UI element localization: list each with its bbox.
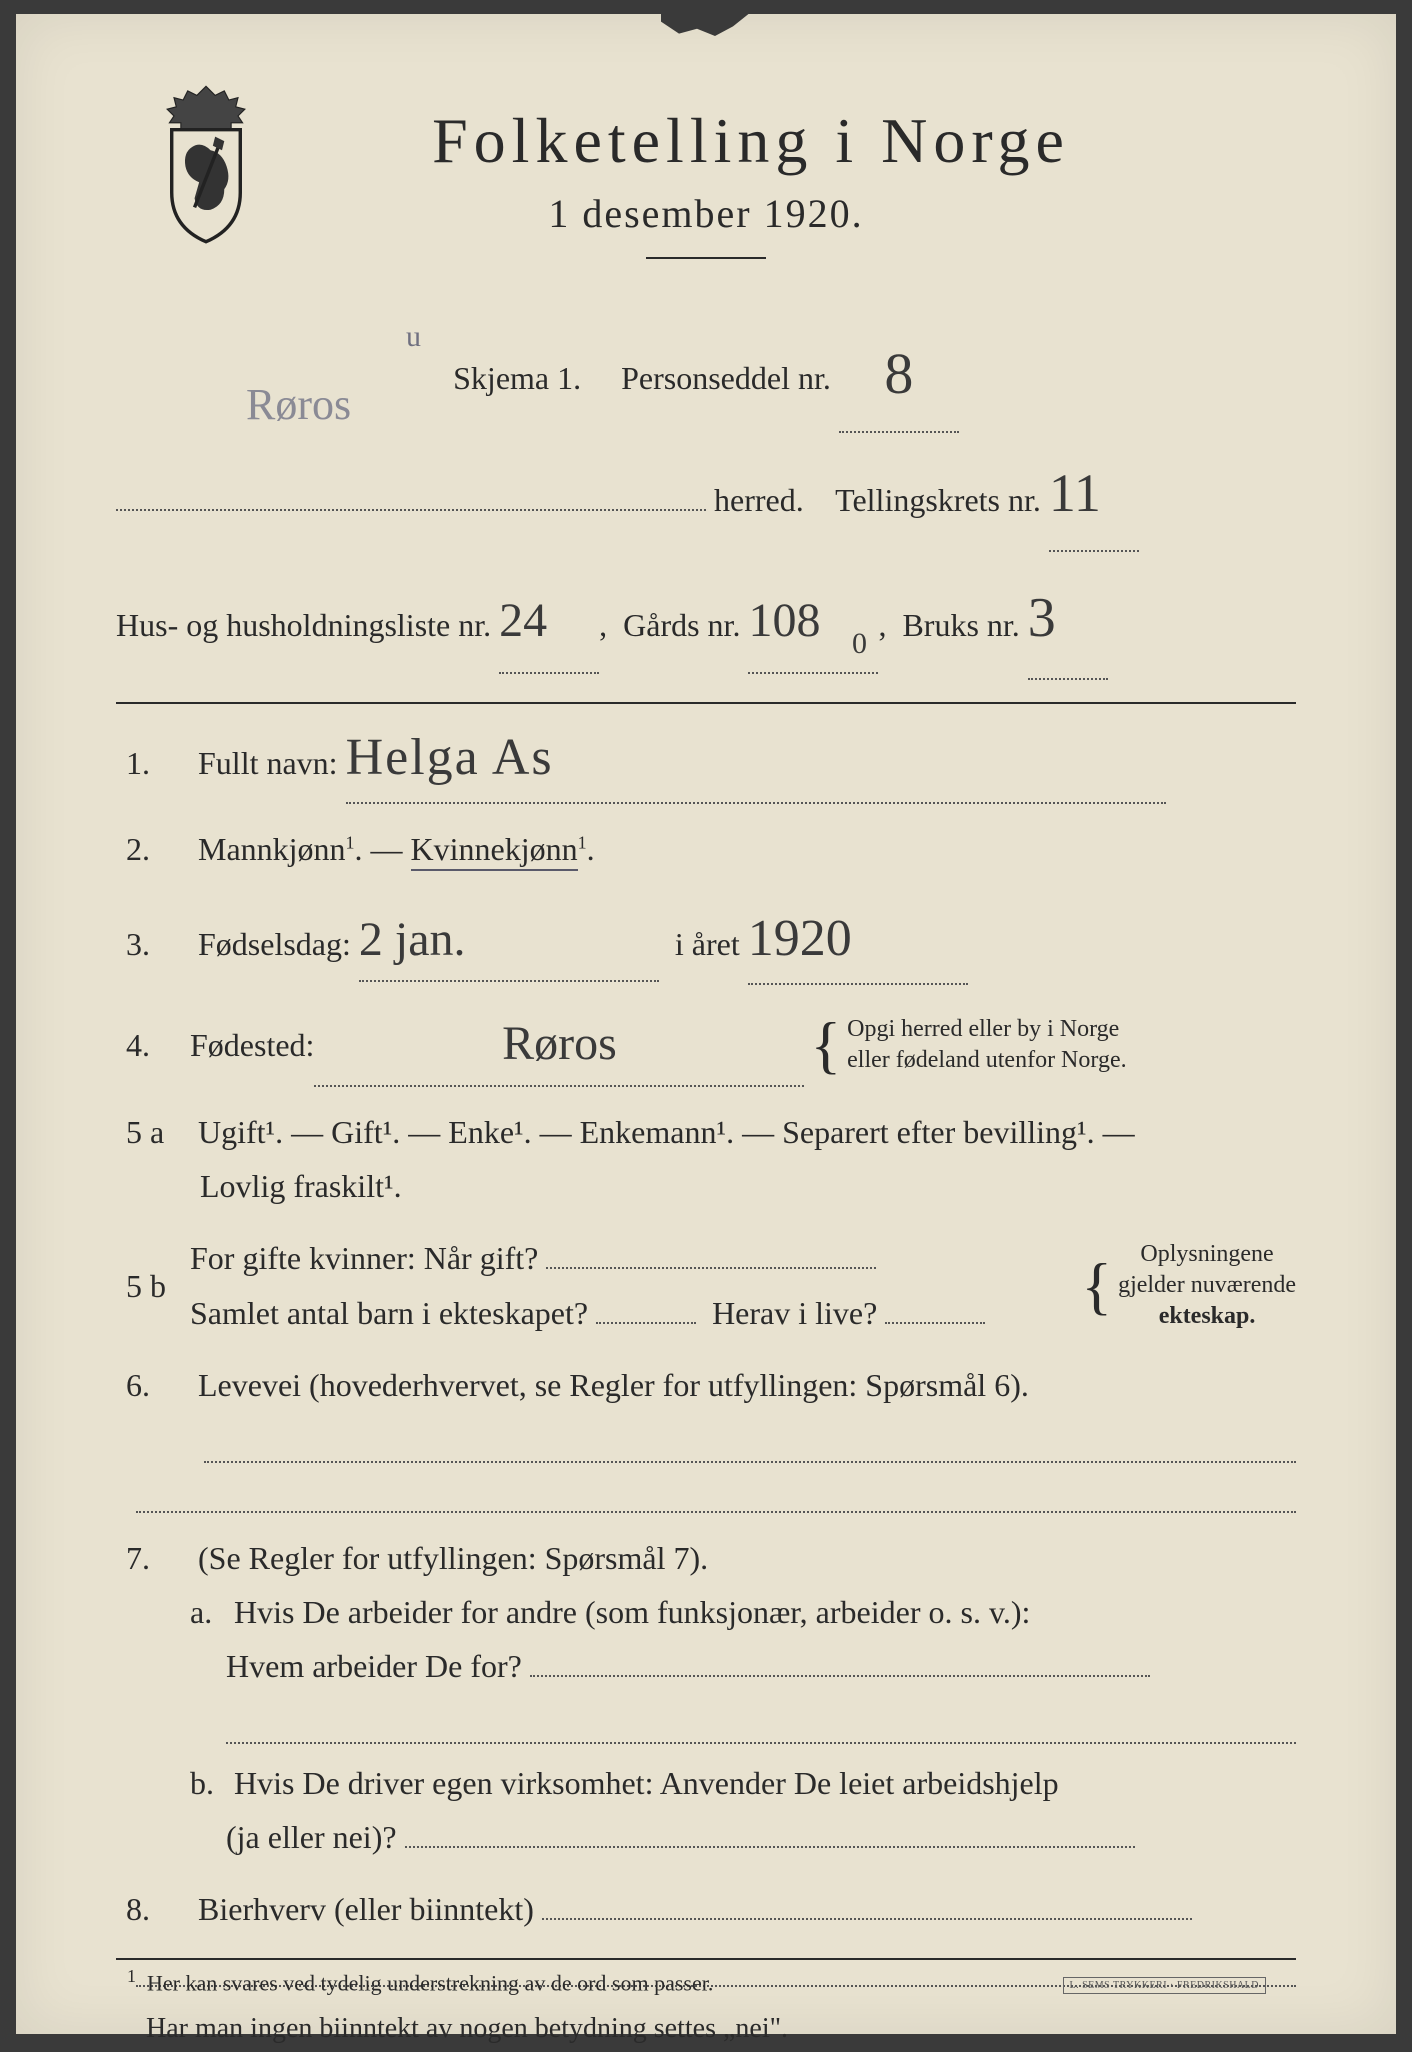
hus-row: Hus- og husholdningsliste nr. 24 , Gårds…: [116, 560, 1296, 704]
gards-label: Gårds nr.: [623, 607, 740, 643]
q7a-text1: Hvis De arbeider for andre (som funksjon…: [234, 1594, 1030, 1630]
divider: [646, 257, 766, 259]
brace-icon: {: [810, 1019, 841, 1070]
q7b-text2: (ja eller nei)?: [226, 1819, 397, 1855]
herred-label: herred.: [714, 482, 804, 518]
blank-line: [204, 1425, 1296, 1463]
q3-year-label: i året: [675, 926, 740, 962]
q6-row: 6. Levevei (hovederhvervet, se Regler fo…: [116, 1358, 1296, 1512]
q5b-note: Oplysningene gjelder nuværende ekteskap.: [1118, 1239, 1296, 1333]
herred-row: herred. Tellingskrets nr. 11: [116, 437, 1296, 552]
q5b-row: 5 b For gifte kvinner: Når gift? Samlet …: [116, 1231, 1296, 1340]
q4-label: Fødested:: [190, 1018, 314, 1072]
coat-of-arms-icon: [146, 84, 266, 244]
q1-row: 1. Fullt navn: Helga As: [116, 714, 1296, 804]
paper-tear: [661, 12, 751, 36]
q7a-label: a.: [190, 1585, 226, 1639]
bottom-note: Har man ingen biinntekt av nogen betydni…: [136, 2005, 1296, 2052]
hus-value: 24: [499, 571, 547, 672]
q6-num: 6.: [126, 1358, 190, 1412]
q8-num: 8.: [126, 1882, 190, 1936]
page-subtitle: 1 desember 1920.: [116, 190, 1296, 237]
bruks-value: 3: [1028, 560, 1056, 678]
q2-mann: Mannkjønn: [198, 831, 346, 867]
bruks-label: Bruks nr.: [902, 607, 1019, 643]
q3-day: 2 jan.: [359, 899, 466, 981]
q5b-l2b: Herav i live?: [712, 1295, 877, 1331]
tellingskrets-label: Tellingskrets nr.: [835, 482, 1041, 518]
q6-label: Levevei (hovederhvervet, se Regler for u…: [198, 1367, 1029, 1403]
q7b-text1: Hvis De driver egen virksomhet: Anvender…: [234, 1765, 1059, 1801]
printer-stamp: L. SEMS TRYKKERI · FREDRIKSHALD: [1063, 1977, 1267, 1994]
q5a-opts2: Lovlig fraskilt¹.: [200, 1168, 402, 1204]
q7b-label: b.: [190, 1756, 226, 1810]
q4-note: Opgi herred eller by i Norge eller fødel…: [847, 1014, 1126, 1076]
q5b-l1: For gifte kvinner: Når gift?: [190, 1240, 538, 1276]
skjema-row: u Skjema 1. Personseddel nr. 8 Røros: [116, 309, 1296, 433]
tellingskrets-value: 11: [1049, 437, 1101, 550]
personseddel-label: Personseddel nr.: [621, 360, 831, 396]
q5b-num: 5 b: [126, 1259, 190, 1313]
q4-num: 4.: [126, 1018, 190, 1072]
q2-row: 2. Mannkjønn1. — Kvinnekjønn1.: [116, 822, 1296, 876]
brace-icon: {: [1081, 1260, 1112, 1311]
q3-row: 3. Fødselsdag: 2 jan. i året 1920: [116, 895, 1296, 985]
gards-value: 108: [748, 571, 820, 672]
q7a-text2: Hvem arbeider De for?: [226, 1648, 522, 1684]
q2-dash: —: [371, 831, 411, 867]
q1-value: Helga As: [346, 714, 554, 802]
blank-line: [226, 1706, 1296, 1744]
q2-kvinne: Kvinnekjønn: [411, 831, 578, 871]
q1-num: 1.: [126, 736, 190, 790]
q4-value: Røros: [502, 1003, 617, 1085]
q8-label: Bierhverv (eller biinntekt): [198, 1891, 534, 1927]
page-title: Folketelling i Norge: [116, 104, 1296, 178]
q7-row: 7. (Se Regler for utfyllingen: Spørsmål …: [116, 1531, 1296, 1865]
q2-num: 2.: [126, 822, 190, 876]
hus-label: Hus- og husholdningsliste nr.: [116, 607, 491, 643]
skjema-label: Skjema 1.: [453, 360, 581, 396]
q3-label: Fødselsdag:: [198, 926, 351, 962]
q5b-l2a: Samlet antal barn i ekteskapet?: [190, 1295, 588, 1331]
q7-num: 7.: [126, 1531, 190, 1585]
quote-mark: u: [406, 305, 421, 368]
q5a-opts: Ugift¹. — Gift¹. — Enke¹. — Enkemann¹. —…: [198, 1114, 1135, 1150]
q5a-num: 5 a: [126, 1105, 190, 1159]
header: Folketelling i Norge 1 desember 1920.: [116, 104, 1296, 259]
gards-sub: 0: [852, 612, 867, 675]
census-form-page: Folketelling i Norge 1 desember 1920. u …: [16, 14, 1396, 2034]
q3-year: 1920: [748, 895, 852, 983]
q4-row: 4. Fødested: Røros { Opgi herred eller b…: [116, 1003, 1296, 1087]
q3-num: 3.: [126, 917, 190, 971]
blank-line: [136, 1475, 1296, 1513]
q1-label: Fullt navn:: [198, 745, 338, 781]
q5a-row: 5 a Ugift¹. — Gift¹. — Enke¹. — Enkemann…: [116, 1105, 1296, 1214]
q7-label: (Se Regler for utfyllingen: Spørsmål 7).: [198, 1540, 708, 1576]
personseddel-value: 8: [884, 313, 913, 435]
footnote: 1 Her kan svares ved tydelig understrekn…: [116, 1958, 1296, 1996]
